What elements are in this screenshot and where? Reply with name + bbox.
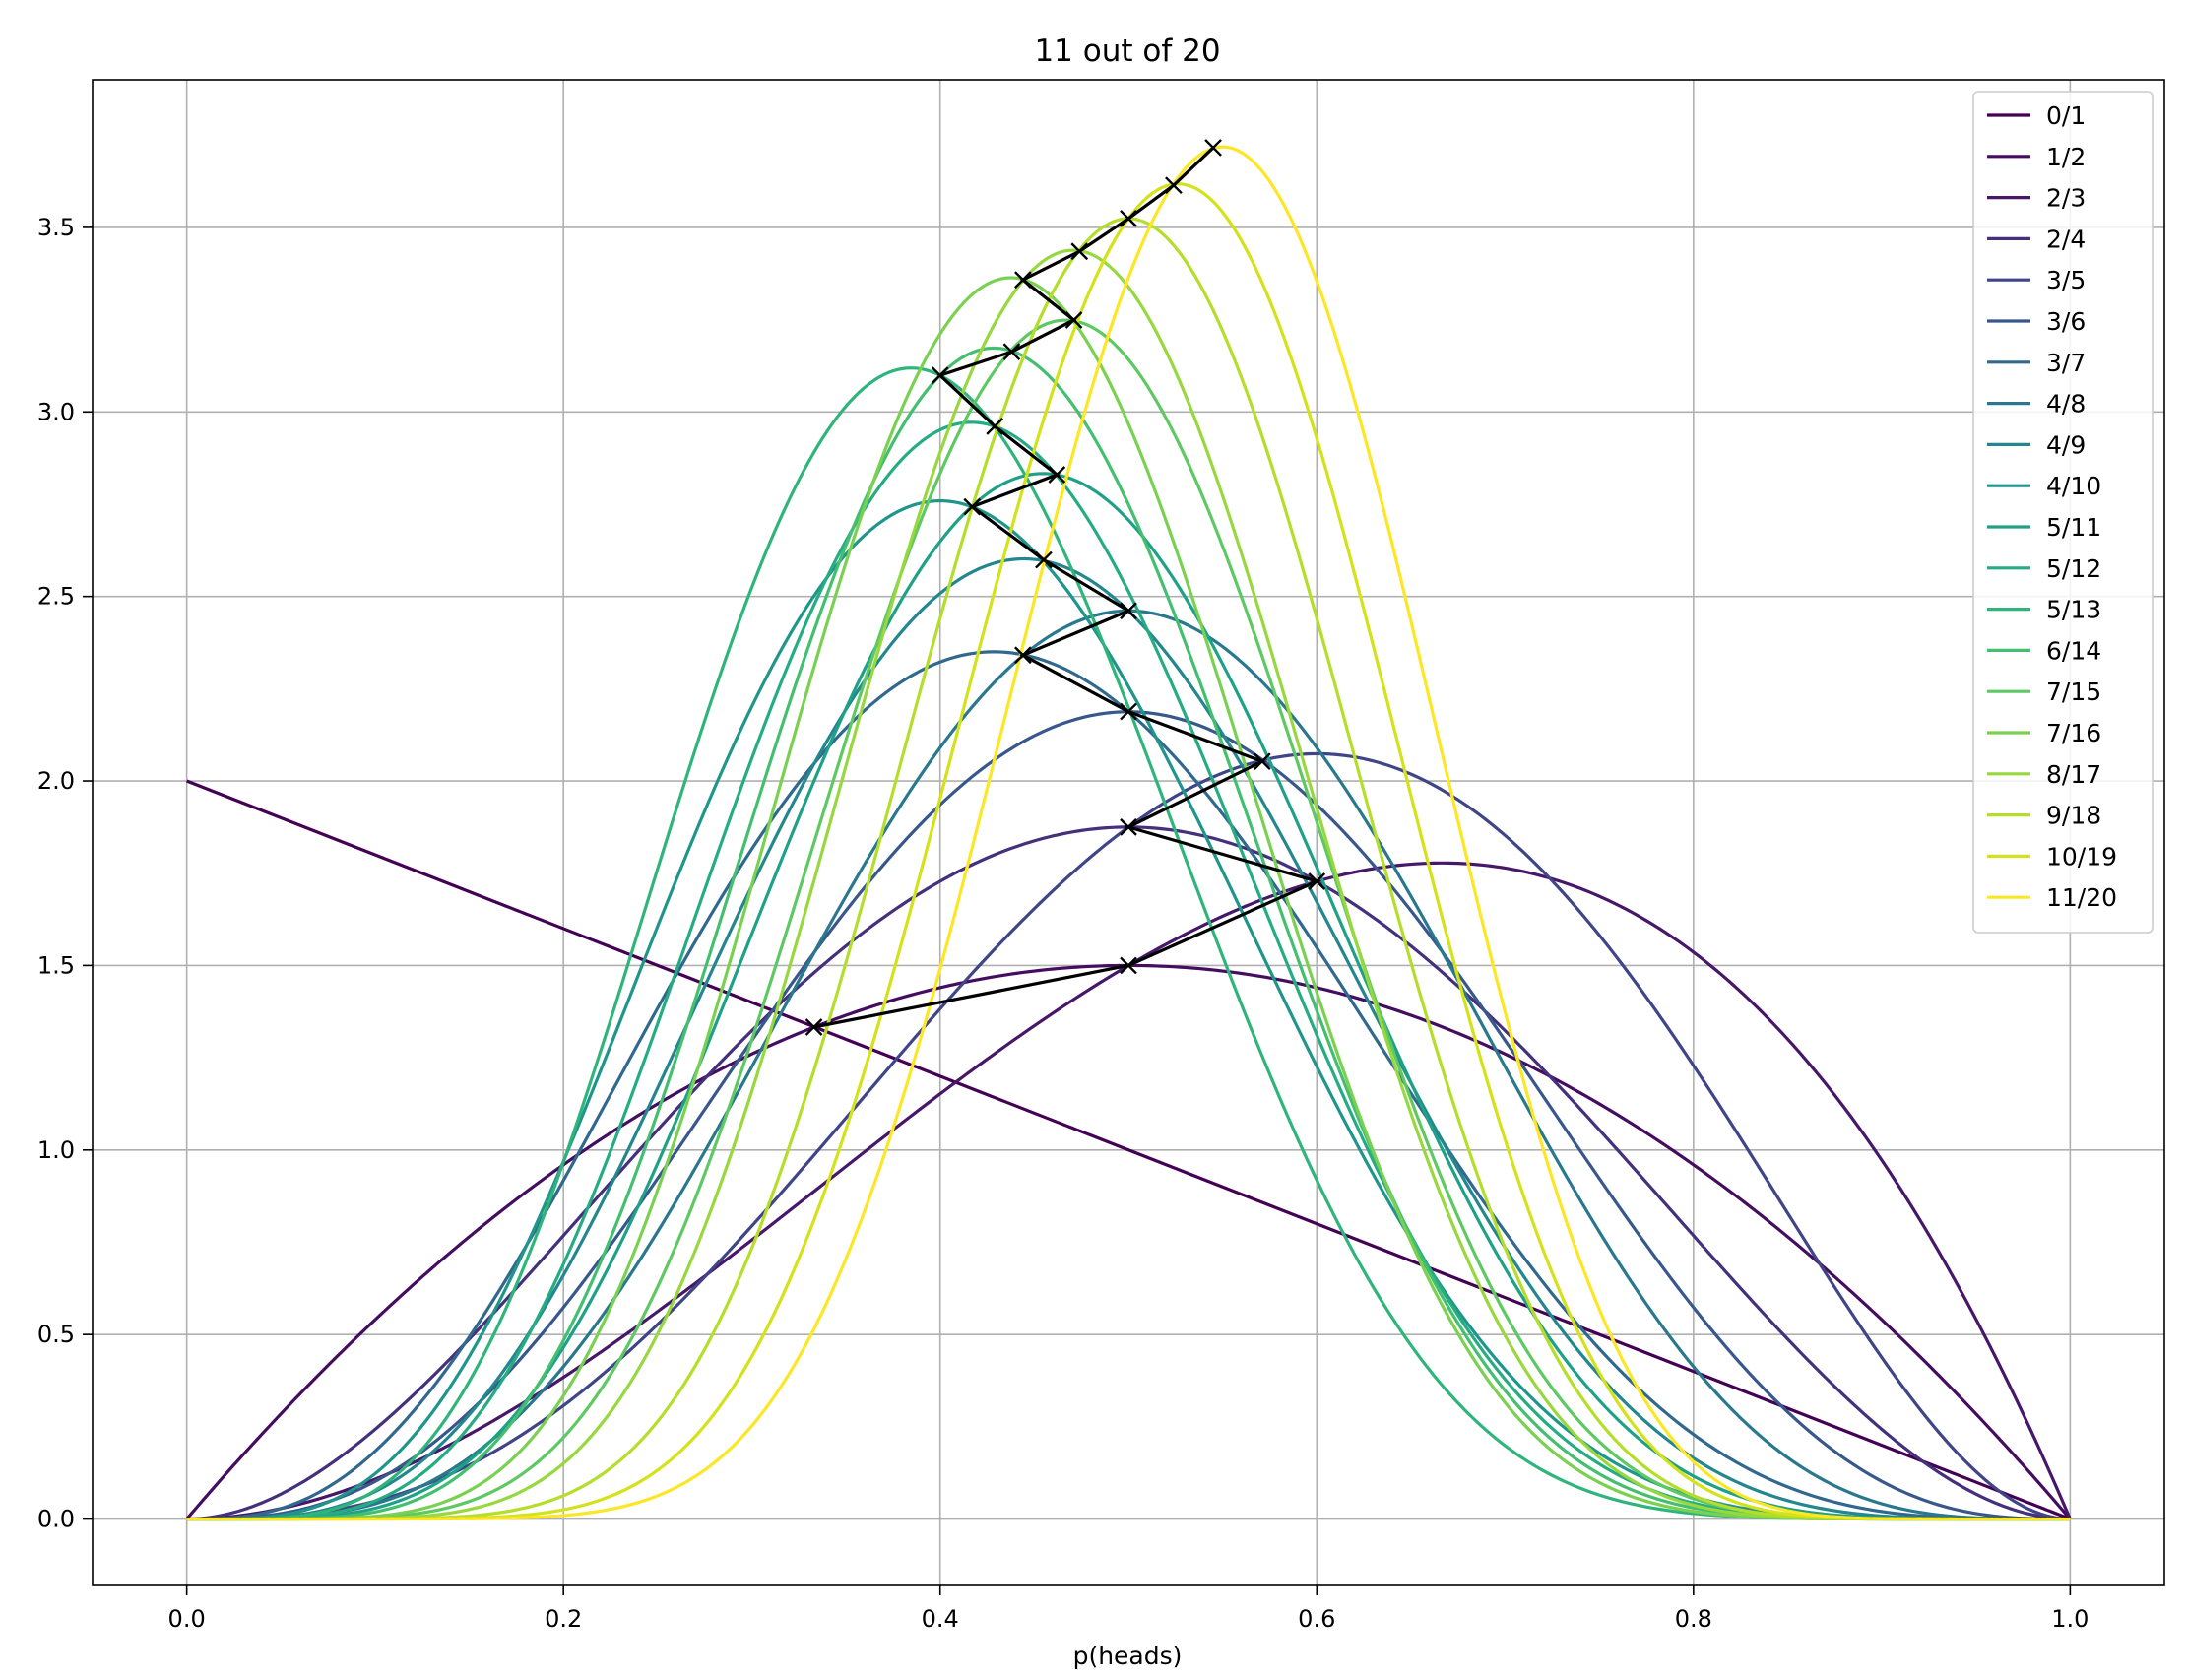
legend-box — [1972, 91, 2154, 934]
series-line-16 — [186, 248, 2071, 1521]
series-line-19 — [186, 145, 2071, 1521]
series-line-9 — [186, 498, 2071, 1521]
mode-marker-4 — [1253, 752, 1271, 771]
legend-label-2: 2/3 — [2046, 184, 2086, 213]
mode-path — [804, 139, 1326, 1036]
plot-frame — [92, 79, 2165, 1586]
legend-label-12: 5/13 — [2046, 596, 2101, 624]
mode-marker-6 — [1014, 646, 1032, 665]
x-tick-label-4: 0.8 — [1675, 1605, 1712, 1633]
x-tick-label-2: 0.4 — [922, 1605, 959, 1633]
mode-marker-17 — [1120, 210, 1137, 227]
x-tick-label-1: 0.2 — [545, 1605, 582, 1633]
x-tick-label-3: 0.6 — [1298, 1605, 1335, 1633]
legend-label-15: 7/16 — [2046, 719, 2101, 747]
y-tick-label-0: 0.0 — [37, 1506, 75, 1533]
y-tick-label-4: 2.0 — [37, 767, 75, 795]
mode-marker-16 — [1070, 242, 1089, 261]
mode-marker-10 — [1048, 466, 1066, 484]
mode-marker-18 — [1165, 176, 1183, 195]
mode-marker-19 — [1204, 139, 1222, 157]
chart-title: 11 out of 20 — [1034, 33, 1220, 69]
axis-ticks: 0.0 0.2 0.4 0.6 0.8 1.0 0.0 0.5 1.0 1.5 2.0 2.5 3.0 3… — [37, 214, 2090, 1633]
legend-label-9: 4/10 — [2046, 472, 2101, 500]
x-axis-label: p(heads) — [1073, 1642, 1183, 1670]
legend-label-10: 5/11 — [2046, 513, 2101, 542]
mode-marker-11 — [986, 418, 1004, 435]
legend-label-6: 3/7 — [2046, 349, 2086, 377]
mode-marker-9 — [963, 497, 982, 516]
y-tick-label-7: 3.5 — [37, 214, 75, 241]
legend-label-0: 0/1 — [2046, 101, 2086, 130]
y-tick-label-3: 1.5 — [37, 951, 75, 979]
legend-label-4: 3/5 — [2046, 266, 2086, 294]
legend-label-11: 5/12 — [2046, 554, 2101, 583]
mode-path-line — [813, 146, 1321, 1029]
x-tick-label-5: 1.0 — [2051, 1605, 2089, 1633]
mode-marker-1 — [1120, 956, 1137, 975]
legend-label-3: 2/4 — [2046, 225, 2086, 253]
legend-label-13: 6/14 — [2046, 636, 2101, 665]
mode-marker-13 — [1002, 343, 1021, 361]
legend-label-5: 3/6 — [2046, 307, 2086, 336]
mode-marker-2 — [1308, 872, 1326, 890]
mode-marker-0 — [804, 1018, 823, 1036]
mode-marker-12 — [931, 366, 949, 385]
mode-marker-8 — [1035, 550, 1053, 569]
legend: 0/1 1/2 2/3 2/4 3/5 3/6 3/7 4/8 4/9 4/10 5/11 5/12 5… — [1972, 91, 2154, 934]
legend-label-8: 4/9 — [2046, 430, 2086, 459]
mode-marker-15 — [1014, 271, 1032, 289]
legend-label-1: 1/2 — [2046, 143, 2086, 171]
series-line-0 — [186, 779, 2071, 1521]
legend-label-19: 11/20 — [2046, 883, 2117, 912]
mode-marker-14 — [1064, 311, 1083, 329]
legend-label-7: 4/8 — [2046, 390, 2086, 419]
y-tick-label-5: 2.5 — [37, 583, 75, 611]
y-tick-label-6: 3.0 — [37, 398, 75, 425]
x-tick-label-0: 0.0 — [168, 1605, 206, 1633]
legend-label-18: 10/19 — [2046, 842, 2117, 871]
mode-marker-5 — [1120, 702, 1137, 721]
legend-label-14: 7/15 — [2046, 678, 2101, 706]
legend-label-17: 9/18 — [2046, 802, 2101, 830]
mode-marker-7 — [1120, 602, 1137, 620]
legend-label-16: 8/17 — [2046, 760, 2101, 789]
mode-marker-3 — [1120, 818, 1137, 836]
y-tick-label-1: 0.5 — [37, 1321, 75, 1348]
series-line-15 — [186, 276, 2071, 1521]
y-tick-label-2: 1.0 — [37, 1136, 75, 1164]
